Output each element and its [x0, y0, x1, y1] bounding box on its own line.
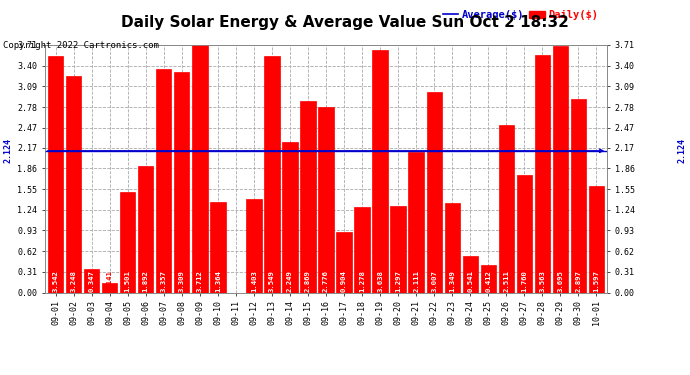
- Text: 1.364: 1.364: [215, 270, 221, 292]
- Bar: [535, 55, 550, 292]
- Bar: [444, 202, 460, 292]
- Bar: [480, 265, 496, 292]
- Text: 1.597: 1.597: [593, 270, 600, 292]
- Bar: [355, 207, 370, 292]
- Bar: [246, 199, 262, 292]
- Text: 1.349: 1.349: [449, 270, 455, 292]
- Text: 3.638: 3.638: [377, 270, 383, 292]
- Text: 1.278: 1.278: [359, 270, 365, 292]
- Bar: [462, 256, 478, 292]
- Bar: [373, 50, 388, 292]
- Text: 0.541: 0.541: [467, 270, 473, 292]
- Bar: [408, 152, 424, 292]
- Bar: [571, 99, 586, 292]
- Text: Copyright 2022 Cartronics.com: Copyright 2022 Cartronics.com: [3, 41, 159, 50]
- Text: 2.511: 2.511: [503, 270, 509, 292]
- Text: 1.760: 1.760: [521, 270, 527, 292]
- Text: 3.357: 3.357: [161, 270, 167, 292]
- Bar: [517, 175, 532, 292]
- Text: 1.403: 1.403: [251, 270, 257, 292]
- Text: 2.111: 2.111: [413, 270, 419, 292]
- Text: 1.892: 1.892: [143, 270, 149, 292]
- Text: 1.501: 1.501: [125, 270, 131, 292]
- Bar: [300, 101, 315, 292]
- Bar: [553, 46, 568, 292]
- Text: 0.412: 0.412: [485, 270, 491, 292]
- Text: 3.309: 3.309: [179, 270, 185, 292]
- Legend: Average($), Daily($): Average($), Daily($): [438, 6, 602, 24]
- Bar: [318, 107, 334, 292]
- Text: 3.007: 3.007: [431, 270, 437, 292]
- Text: 2.124: 2.124: [678, 138, 687, 163]
- Bar: [426, 92, 442, 292]
- Bar: [120, 192, 135, 292]
- Bar: [156, 69, 172, 292]
- Bar: [138, 166, 153, 292]
- Bar: [193, 45, 208, 292]
- Text: 1.297: 1.297: [395, 270, 401, 292]
- Text: 0.141: 0.141: [107, 270, 112, 292]
- Bar: [210, 201, 226, 292]
- Bar: [282, 142, 297, 292]
- Bar: [48, 56, 63, 292]
- Bar: [102, 283, 117, 292]
- Text: 2.897: 2.897: [575, 270, 582, 292]
- Text: 2.869: 2.869: [305, 270, 311, 292]
- Bar: [84, 269, 99, 292]
- Text: 0.904: 0.904: [341, 270, 347, 292]
- Text: 2.776: 2.776: [323, 270, 329, 292]
- Bar: [337, 232, 352, 292]
- Bar: [391, 206, 406, 292]
- Bar: [264, 56, 279, 292]
- Text: 3.542: 3.542: [52, 270, 59, 292]
- Bar: [174, 72, 190, 292]
- Bar: [499, 125, 514, 292]
- Text: 3.695: 3.695: [558, 270, 563, 292]
- Text: 3.549: 3.549: [269, 270, 275, 292]
- Text: 2.249: 2.249: [287, 270, 293, 292]
- Bar: [589, 186, 604, 292]
- Text: 3.248: 3.248: [70, 270, 77, 292]
- Text: 2.124: 2.124: [3, 138, 12, 163]
- Text: Daily Solar Energy & Average Value Sun Oct 2 18:32: Daily Solar Energy & Average Value Sun O…: [121, 15, 569, 30]
- Text: 3.563: 3.563: [540, 270, 545, 292]
- Text: 3.712: 3.712: [197, 270, 203, 292]
- Bar: [66, 76, 81, 292]
- Text: 0.347: 0.347: [89, 270, 95, 292]
